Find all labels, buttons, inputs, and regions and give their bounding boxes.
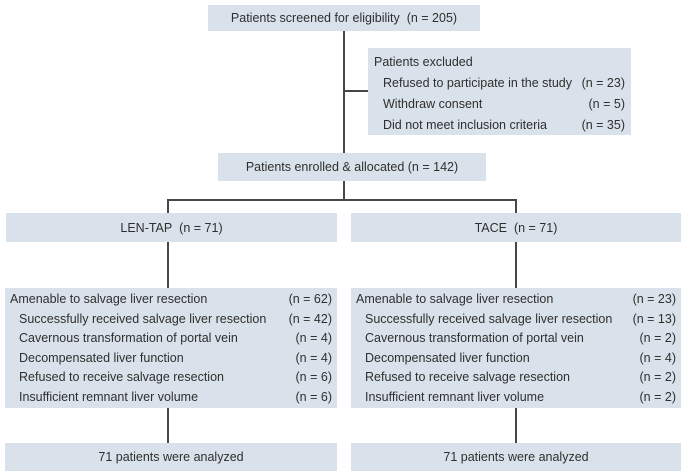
stat-row: Refused to participate in the study (n =… [374,73,625,94]
stat-label: Decompensated liver function [365,350,530,365]
stat-row: Refused to receive salvage resection (n … [356,368,676,388]
connector-left-arm-to-detail [167,242,169,288]
analyzed-right-label: 71 patients were analyzed [443,450,589,464]
stat-value: (n = 62) [288,292,332,306]
stat-label: Amenable to salvage liver resection [356,292,554,306]
arm-box-len-tap: LEN-TAP (n = 71) [6,213,337,242]
detail-box-tace: Amenable to salvage liver resection (n =… [351,288,681,408]
connector-enrolled-to-split [343,181,345,200]
stat-value: (n = 2) [639,331,676,345]
stat-label: Refused to receive salvage resection [365,370,570,384]
arm-right-label: TACE (n = 71) [474,220,558,235]
stat-value: (n = 2) [639,370,676,384]
enrolled-label: Patients enrolled & allocated (n = 142) [245,160,459,174]
stat-label: Did not meet inclusion criteria [383,118,547,132]
stat-value: (n = 6) [295,389,332,404]
connector-left-detail-to-analyzed [167,408,169,443]
stat-label: Amenable to salvage liver resection [10,292,208,306]
connector-split-to-right-arm [515,199,517,213]
stat-value: (n = 35) [581,118,625,132]
stat-row: Did not meet inclusion criteria (n = 35) [374,115,625,136]
stat-label: Refused to receive salvage resection [19,370,224,384]
stat-value: (n = 6) [295,370,332,384]
stat-row: Refused to receive salvage resection (n … [10,368,332,388]
stat-row: Successfully received salvage liver rese… [10,310,332,330]
stat-value: (n = 42) [288,311,332,326]
stat-row: Withdraw consent (n = 5) [374,94,625,115]
stat-label: Insufficient remnant liver volume [19,389,199,404]
stat-label: Successfully received salvage liver rese… [365,311,613,326]
stat-value: (n = 13) [632,311,676,326]
stat-row: Successfully received salvage liver rese… [356,310,676,330]
stat-label: Refused to participate in the study [383,76,573,90]
stat-row: Amenable to salvage liver resection (n =… [10,290,332,310]
stat-row: Insufficient remnant liver volume (n = 2… [356,388,676,408]
arm-box-tace: TACE (n = 71) [351,213,681,242]
stat-label: Withdraw consent [383,97,483,111]
stat-label: Insufficient remnant liver volume [365,389,545,404]
stat-value: (n = 4) [639,350,676,365]
stat-value: (n = 23) [581,76,625,90]
arm-left-label: LEN-TAP (n = 71) [120,220,223,235]
excluded-box: Patients excluded Refused to participate… [368,48,631,135]
connector-screened-to-enrolled [343,31,345,153]
analyzed-box-tace: 71 patients were analyzed [351,443,681,471]
screened-box: Patients screened for eligibility (n = 2… [208,5,480,31]
stat-row: Decompensated liver function (n = 4) [356,349,676,369]
detail-box-len-tap: Amenable to salvage liver resection (n =… [5,288,337,408]
stat-value: (n = 2) [639,389,676,404]
excluded-title: Patients excluded [374,55,473,69]
stat-row: Amenable to salvage liver resection (n =… [356,290,676,310]
stat-row: Insufficient remnant liver volume (n = 6… [10,388,332,408]
analyzed-left-label: 71 patients were analyzed [98,450,244,464]
stat-label: Successfully received salvage liver rese… [19,311,267,326]
connector-right-detail-to-analyzed [515,408,517,443]
stat-value: (n = 23) [632,292,676,306]
screened-label: Patients screened for eligibility (n = 2… [230,11,458,25]
analyzed-box-len-tap: 71 patients were analyzed [5,443,337,471]
stat-value: (n = 5) [588,97,625,111]
stat-value: (n = 4) [295,350,332,365]
stat-row: Decompensated liver function (n = 4) [10,349,332,369]
stat-row: Cavernous transformation of portal vein … [356,329,676,349]
stat-label: Decompensated liver function [19,350,184,365]
stat-value: (n = 4) [295,331,332,345]
connector-right-arm-to-detail [515,242,517,288]
connector-branch-to-excluded [344,90,368,92]
stat-row: Cavernous transformation of portal vein … [10,329,332,349]
connector-split-horizontal [167,199,517,201]
connector-split-to-left-arm [167,199,169,213]
enrolled-box: Patients enrolled & allocated (n = 142) [218,153,486,181]
stat-label: Cavernous transformation of portal vein [19,331,238,345]
stat-label: Cavernous transformation of portal vein [365,331,584,345]
